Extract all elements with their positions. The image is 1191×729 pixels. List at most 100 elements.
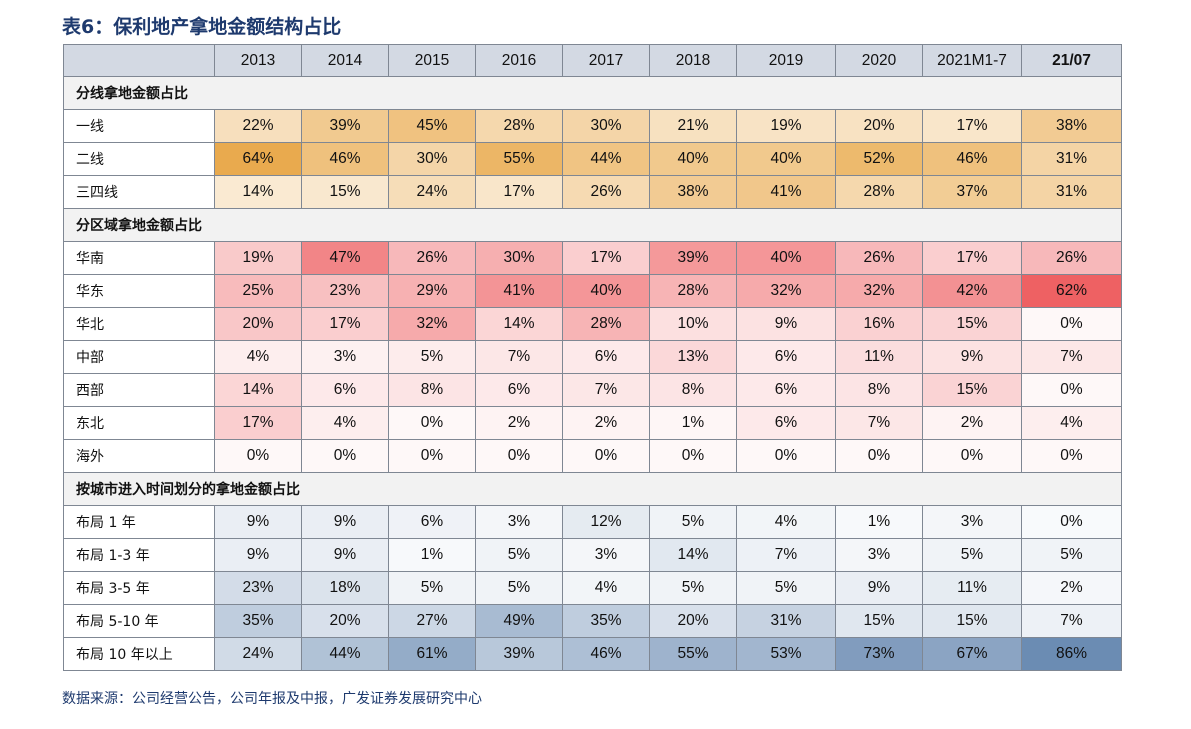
value-cell: 5%: [649, 571, 737, 605]
value-cell: 9%: [214, 538, 302, 572]
value-cell: 19%: [214, 241, 302, 275]
value-cell: 39%: [301, 109, 389, 143]
value-cell: 24%: [388, 175, 476, 209]
value-cell: 64%: [214, 142, 302, 176]
value-cell: 17%: [922, 241, 1022, 275]
row-label: 中部: [63, 340, 215, 374]
value-cell: 18%: [301, 571, 389, 605]
value-cell: 12%: [562, 505, 650, 539]
header-year: 2013: [214, 44, 302, 77]
value-cell: 28%: [835, 175, 923, 209]
value-cell: 46%: [301, 142, 389, 176]
value-cell: 46%: [562, 637, 650, 671]
value-cell: 30%: [475, 241, 563, 275]
row-label: 华南: [63, 241, 215, 275]
value-cell: 67%: [922, 637, 1022, 671]
value-cell: 52%: [835, 142, 923, 176]
table-row: 华东 25% 23% 29% 41% 40% 28% 32% 32% 42% 62%: [63, 274, 1122, 308]
row-label: 布局 1-3 年: [63, 538, 215, 572]
value-cell: 29%: [388, 274, 476, 308]
value-cell: 5%: [1021, 538, 1122, 572]
value-cell: 44%: [562, 142, 650, 176]
value-cell: 47%: [301, 241, 389, 275]
row-label: 海外: [63, 439, 215, 473]
section-title: 按城市进入时间划分的拿地金额占比: [63, 472, 1122, 506]
table-row: 中部 4% 3% 5% 7% 6% 13% 6% 11% 9% 7%: [63, 340, 1122, 374]
value-cell: 20%: [214, 307, 302, 341]
source-note: 数据来源：公司经营公告，公司年报及中报，广发证券发展研究中心: [62, 691, 482, 707]
value-cell: 4%: [1021, 406, 1122, 440]
header-year: 2014: [301, 44, 389, 77]
value-cell: 8%: [649, 373, 737, 407]
value-cell: 55%: [649, 637, 737, 671]
value-cell: 73%: [835, 637, 923, 671]
table-row: 布局 3-5 年 23% 18% 5% 5% 4% 5% 5% 9% 11% 2%: [63, 571, 1122, 605]
value-cell: 17%: [214, 406, 302, 440]
value-cell: 17%: [475, 175, 563, 209]
value-cell: 31%: [1021, 175, 1122, 209]
section-header-row: 分线拿地金额占比: [63, 76, 1122, 110]
value-cell: 5%: [922, 538, 1022, 572]
value-cell: 0%: [1021, 373, 1122, 407]
value-cell: 14%: [649, 538, 737, 572]
value-cell: 45%: [388, 109, 476, 143]
value-cell: 7%: [475, 340, 563, 374]
table-title: 表6：保利地产拿地金额结构占比: [62, 16, 342, 38]
value-cell: 30%: [388, 142, 476, 176]
row-label: 二线: [63, 142, 215, 176]
value-cell: 26%: [562, 175, 650, 209]
value-cell: 2%: [562, 406, 650, 440]
section-header-row: 按城市进入时间划分的拿地金额占比: [63, 472, 1122, 506]
value-cell: 46%: [922, 142, 1022, 176]
value-cell: 0%: [922, 439, 1022, 473]
value-cell: 26%: [388, 241, 476, 275]
value-cell: 35%: [562, 604, 650, 638]
value-cell: 15%: [922, 604, 1022, 638]
value-cell: 3%: [475, 505, 563, 539]
value-cell: 7%: [562, 373, 650, 407]
section-header-row: 分区域拿地金额占比: [63, 208, 1122, 242]
value-cell: 14%: [475, 307, 563, 341]
value-cell: 5%: [388, 571, 476, 605]
row-label: 华北: [63, 307, 215, 341]
value-cell: 24%: [214, 637, 302, 671]
header-year: 2020: [835, 44, 923, 77]
header-year: 2015: [388, 44, 476, 77]
value-cell: 4%: [301, 406, 389, 440]
value-cell: 22%: [214, 109, 302, 143]
value-cell: 19%: [736, 109, 836, 143]
value-cell: 6%: [736, 373, 836, 407]
row-label: 三四线: [63, 175, 215, 209]
value-cell: 0%: [388, 406, 476, 440]
value-cell: 23%: [214, 571, 302, 605]
value-cell: 9%: [301, 505, 389, 539]
value-cell: 26%: [835, 241, 923, 275]
value-cell: 3%: [301, 340, 389, 374]
value-cell: 55%: [475, 142, 563, 176]
value-cell: 0%: [736, 439, 836, 473]
value-cell: 17%: [922, 109, 1022, 143]
header-year: 2021M1-7: [922, 44, 1022, 77]
value-cell: 30%: [562, 109, 650, 143]
value-cell: 15%: [922, 307, 1022, 341]
value-cell: 0%: [475, 439, 563, 473]
value-cell: 38%: [649, 175, 737, 209]
value-cell: 28%: [475, 109, 563, 143]
value-cell: 31%: [1021, 142, 1122, 176]
value-cell: 9%: [736, 307, 836, 341]
value-cell: 9%: [835, 571, 923, 605]
value-cell: 9%: [922, 340, 1022, 374]
value-cell: 17%: [301, 307, 389, 341]
table-row: 西部 14% 6% 8% 6% 7% 8% 6% 8% 15% 0%: [63, 373, 1122, 407]
value-cell: 40%: [562, 274, 650, 308]
value-cell: 40%: [649, 142, 737, 176]
value-cell: 6%: [736, 406, 836, 440]
value-cell: 9%: [214, 505, 302, 539]
value-cell: 4%: [562, 571, 650, 605]
table-row: 布局 1-3 年 9% 9% 1% 5% 3% 14% 7% 3% 5% 5%: [63, 538, 1122, 572]
value-cell: 0%: [1021, 505, 1122, 539]
value-cell: 3%: [922, 505, 1022, 539]
value-cell: 6%: [736, 340, 836, 374]
value-cell: 39%: [649, 241, 737, 275]
value-cell: 7%: [1021, 340, 1122, 374]
